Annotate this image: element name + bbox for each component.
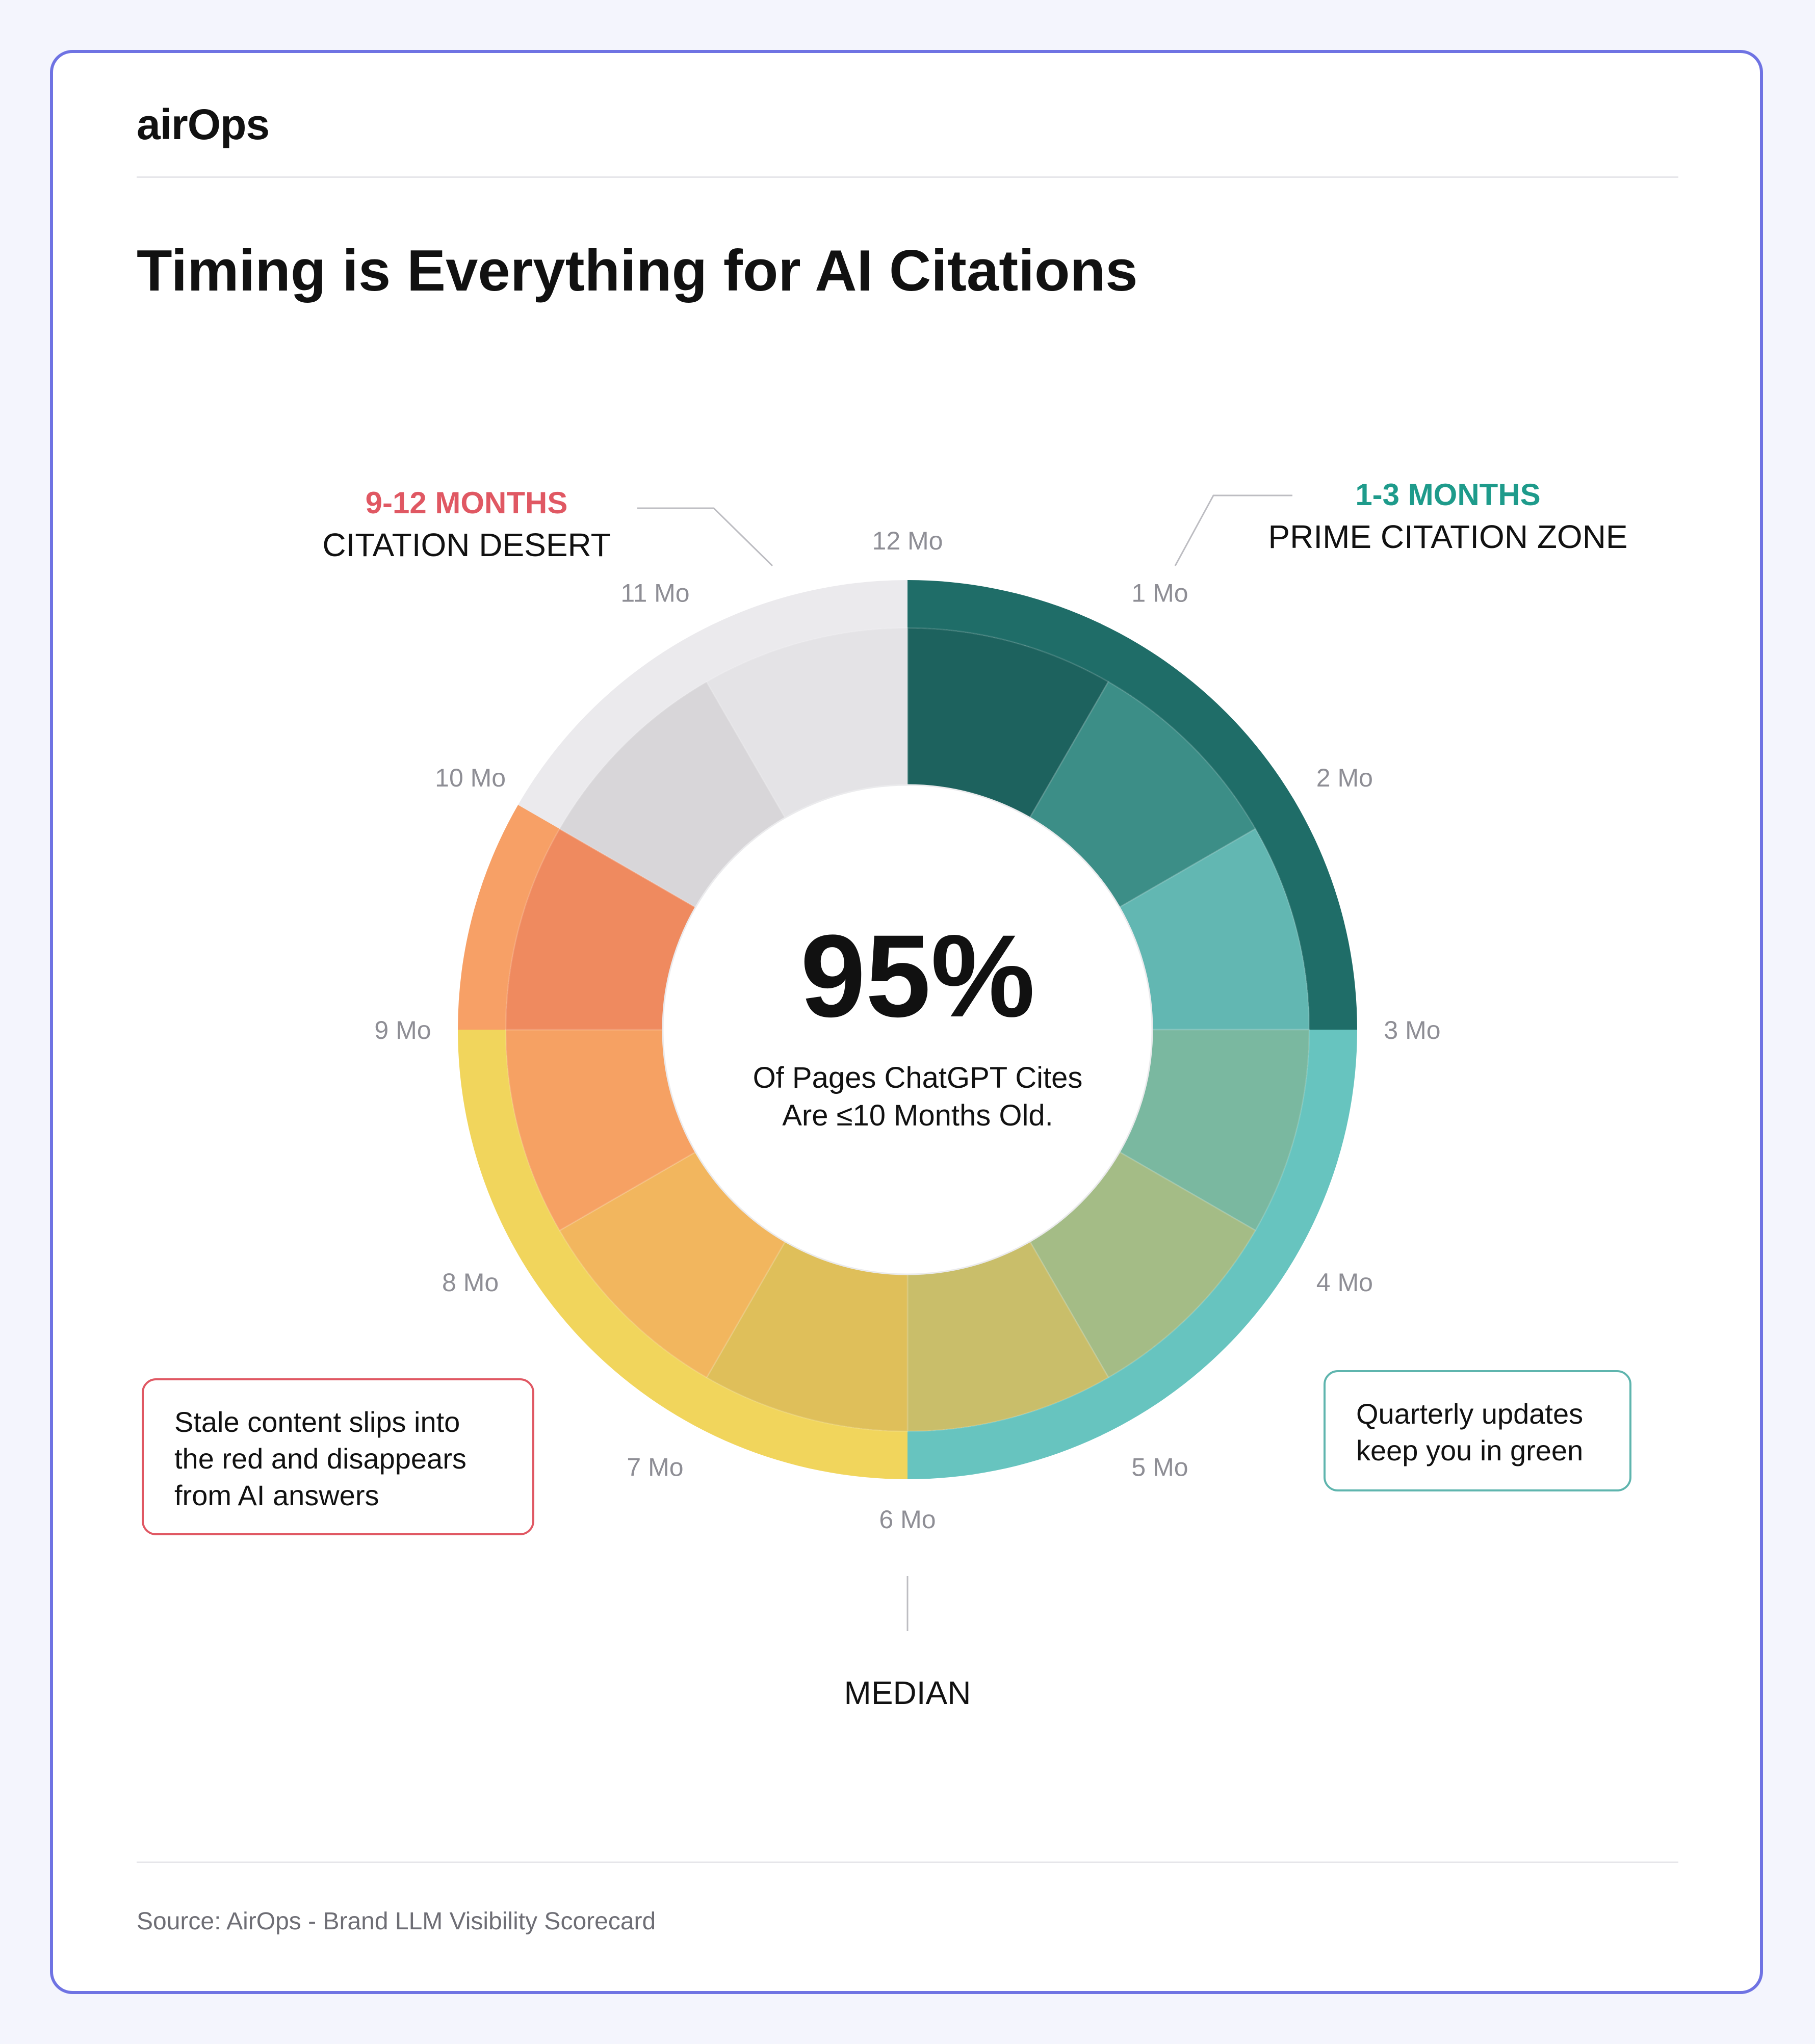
footer-divider (137, 1862, 1678, 1863)
outer-segment-2 (908, 1030, 1357, 1479)
outer-segment-1 (908, 580, 1357, 1030)
prime-heading: 1-3 MONTHS (1355, 478, 1541, 512)
tick-label-9-mo: 9 Mo (374, 1016, 431, 1044)
tick-label-4-mo: 4 Mo (1316, 1268, 1373, 1297)
outer-segment-5 (518, 580, 908, 829)
prime-leader-line (1174, 494, 1292, 566)
outer-segment-3 (458, 1030, 908, 1479)
quarterly-updates-note: Quarterly updates keep you in green (1324, 1370, 1631, 1491)
tick-label-12-mo: 12 Mo (872, 527, 943, 555)
header-divider (137, 176, 1678, 178)
center-circle (662, 784, 1153, 1275)
prime-label: PRIME CITATION ZONE (1268, 518, 1628, 555)
tick-label-1-mo: 1 Mo (1131, 579, 1188, 608)
tick-label-11-mo: 11 Mo (620, 579, 689, 608)
tick-label-10-mo: 10 Mo (435, 764, 506, 792)
tick-label-3-mo: 3 Mo (1384, 1016, 1440, 1044)
airops-logo: airOps (137, 100, 270, 148)
page-title: Timing is Everything for AI Citations (137, 239, 1138, 303)
tick-label-2-mo: 2 Mo (1316, 764, 1373, 792)
center-caption-line-1: Of Pages ChatGPT Cites (753, 1061, 1083, 1094)
center-caption: Of Pages ChatGPT Cites Are ≤10 Months Ol… (704, 1059, 1132, 1135)
desert-heading: 9-12 MONTHS (365, 486, 568, 520)
center-stat: 95% (800, 910, 1035, 1041)
outer-segment-4 (458, 805, 560, 1030)
tick-label-6-mo: 6 Mo (879, 1505, 936, 1534)
center-caption-line-2: Are ≤10 Months Old. (782, 1099, 1053, 1132)
outer-ring (458, 580, 1357, 1479)
tick-label-7-mo: 7 Mo (627, 1453, 683, 1481)
desert-label: CITATION DESERT (322, 527, 611, 563)
inner-ring (505, 627, 1310, 1432)
tick-labels: 12 Mo 1 Mo 2 Mo 3 Mo 4 Mo 5 Mo 6 Mo 7 Mo 8 Mo 9 M… (374, 527, 1440, 1534)
tick-label-5-mo: 5 Mo (1131, 1453, 1188, 1481)
source-text: Source: AirOps - Brand LLM Visibility Sc… (137, 1908, 656, 1935)
leader-lines (637, 494, 1292, 1631)
tick-label-8-mo: 8 Mo (442, 1268, 499, 1297)
median-label: MEDIAN (844, 1674, 971, 1711)
desert-leader-line (637, 507, 773, 567)
stale-content-note: Stale content slips into the red and dis… (142, 1378, 534, 1535)
